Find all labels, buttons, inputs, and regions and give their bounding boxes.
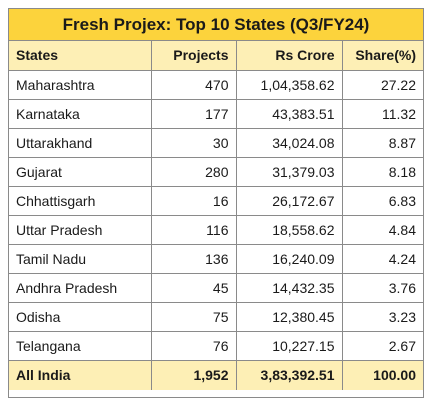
rs-crore-value: 34,024.08 <box>236 128 343 158</box>
projects-count: 116 <box>151 215 237 245</box>
state-name: Maharashtra <box>9 70 152 100</box>
column-header-rs-crore: Rs Crore <box>236 41 343 71</box>
projects-count: 76 <box>151 331 237 361</box>
table-row: Telangana 76 10,227.15 2.67 <box>9 331 423 361</box>
projects-count: 177 <box>151 99 237 129</box>
share-percent: 3.23 <box>342 302 423 332</box>
projects-count: 470 <box>151 70 237 100</box>
share-percent: 8.18 <box>342 157 423 187</box>
rs-crore-value: 14,432.35 <box>236 273 343 303</box>
table-title: Fresh Projex: Top 10 States (Q3/FY24) <box>9 9 423 41</box>
share-percent: 11.32 <box>342 99 423 129</box>
column-header-share: Share(%) <box>342 41 423 71</box>
rs-crore-value: 18,558.62 <box>236 215 343 245</box>
state-name: Uttarakhand <box>9 128 152 158</box>
projects-count: 45 <box>151 273 237 303</box>
table-row: Uttar Pradesh 116 18,558.62 4.84 <box>9 215 423 245</box>
state-name: Gujarat <box>9 157 152 187</box>
share-percent: 27.22 <box>342 70 423 100</box>
total-share: 100.00 <box>342 360 423 390</box>
state-name: Andhra Pradesh <box>9 273 152 303</box>
header-row: States Projects Rs Crore Share(%) <box>9 41 423 71</box>
share-percent: 6.83 <box>342 186 423 216</box>
state-name: Odisha <box>9 302 152 332</box>
column-header-states: States <box>9 41 152 71</box>
projects-count: 280 <box>151 157 237 187</box>
share-percent: 4.84 <box>342 215 423 245</box>
column-header-projects: Projects <box>151 41 237 71</box>
rs-crore-value: 26,172.67 <box>236 186 343 216</box>
table-row: Tamil Nadu 136 16,240.09 4.24 <box>9 244 423 274</box>
share-percent: 8.87 <box>342 128 423 158</box>
table-row: Uttarakhand 30 34,024.08 8.87 <box>9 128 423 158</box>
total-row: All India 1,952 3,83,392.51 100.00 <box>9 360 423 390</box>
total-label: All India <box>9 360 152 390</box>
table-row: Andhra Pradesh 45 14,432.35 3.76 <box>9 273 423 303</box>
projects-count: 30 <box>151 128 237 158</box>
table-row: Chhattisgarh 16 26,172.67 6.83 <box>9 186 423 216</box>
table-row: Odisha 75 12,380.45 3.23 <box>9 302 423 332</box>
share-percent: 3.76 <box>342 273 423 303</box>
state-name: Tamil Nadu <box>9 244 152 274</box>
total-rs-crore: 3,83,392.51 <box>236 360 343 390</box>
state-name: Karnataka <box>9 99 152 129</box>
rs-crore-value: 16,240.09 <box>236 244 343 274</box>
state-name: Uttar Pradesh <box>9 215 152 245</box>
projects-count: 136 <box>151 244 237 274</box>
states-table-card: Fresh Projex: Top 10 States (Q3/FY24) St… <box>8 8 424 398</box>
share-percent: 2.67 <box>342 331 423 361</box>
rs-crore-value: 12,380.45 <box>236 302 343 332</box>
rs-crore-value: 31,379.03 <box>236 157 343 187</box>
states-table: States Projects Rs Crore Share(%) Mahara… <box>9 41 423 390</box>
rs-crore-value: 1,04,358.62 <box>236 70 343 100</box>
rs-crore-value: 10,227.15 <box>236 331 343 361</box>
state-name: Telangana <box>9 331 152 361</box>
table-row: Gujarat 280 31,379.03 8.18 <box>9 157 423 187</box>
projects-count: 16 <box>151 186 237 216</box>
total-projects: 1,952 <box>151 360 237 390</box>
table-row: Maharashtra 470 1,04,358.62 27.22 <box>9 70 423 100</box>
rs-crore-value: 43,383.51 <box>236 99 343 129</box>
projects-count: 75 <box>151 302 237 332</box>
state-name: Chhattisgarh <box>9 186 152 216</box>
table-row: Karnataka 177 43,383.51 11.32 <box>9 99 423 129</box>
share-percent: 4.24 <box>342 244 423 274</box>
